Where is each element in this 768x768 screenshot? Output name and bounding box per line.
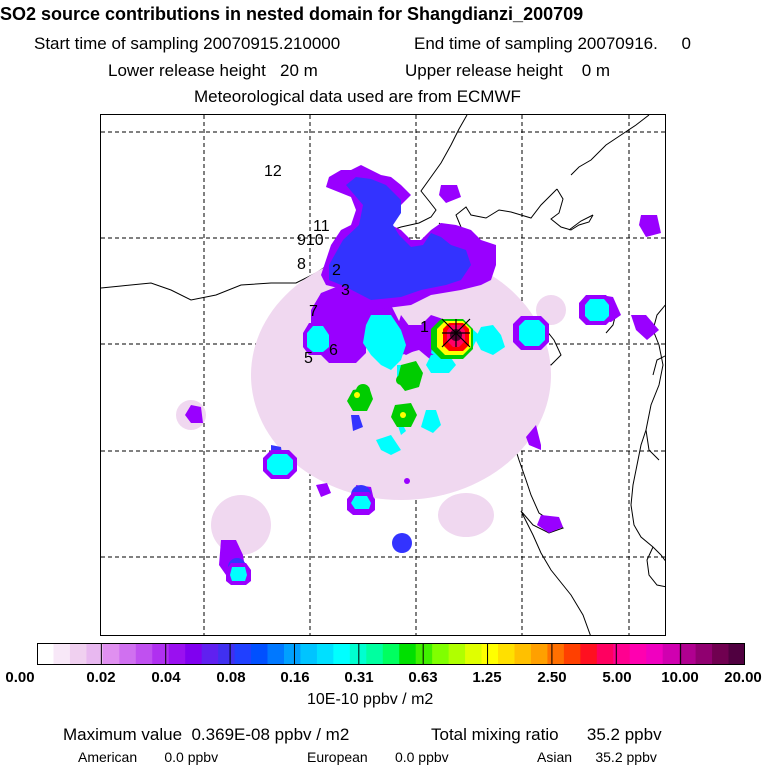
colorbar-segment	[218, 643, 236, 665]
colorbar-segment	[251, 643, 269, 665]
colorbar-segment	[119, 643, 137, 665]
colorbar-tick: 2.50	[537, 669, 567, 686]
colorbar-segment	[432, 643, 450, 665]
colorbar-segment	[283, 643, 302, 665]
colorbar-segment	[613, 643, 631, 665]
colorbar-segment	[234, 643, 252, 665]
colorbar-tick: 0.16	[280, 669, 310, 686]
colorbar-tick: 10.00	[661, 669, 699, 686]
colorbar-segment	[596, 643, 614, 665]
colorbar-segment	[514, 643, 532, 665]
peak-hotspot	[431, 319, 473, 359]
colorbar-segment	[382, 643, 400, 665]
colorbar-segment	[366, 643, 384, 665]
colorbar-segment	[629, 643, 647, 665]
map-panel: 12 11 910 8 2 3 7 1 6 5	[100, 114, 666, 636]
colorbar-segment	[300, 643, 318, 665]
met-data-label: Meteorological data used are from ECMWF	[194, 87, 521, 106]
color-scale-bar	[37, 643, 745, 665]
colorbar-border	[37, 643, 745, 665]
receptor-label-2: 2	[332, 262, 341, 279]
colorbar-segment	[712, 643, 730, 665]
colorbar-segment	[481, 643, 499, 665]
lower-release-label: Lower release height 20 m	[108, 61, 318, 80]
max-value-label: Maximum value 0.369E-08 ppbv / m2	[63, 725, 350, 744]
chart-title: SO2 source contributions in nested domai…	[0, 4, 584, 24]
colorbar-tick: 0.04	[151, 669, 181, 686]
end-sampling-label: End time of sampling 20070916. 0	[414, 34, 691, 53]
colorbar-segment	[679, 643, 697, 665]
receptor-marker	[441, 318, 471, 348]
receptor-label-11: 11	[313, 218, 330, 235]
colorbar-tick: 20.00	[724, 669, 762, 686]
colorbar-segment	[135, 643, 153, 665]
colorbar-segment	[53, 643, 71, 665]
colorbar-tick: 0.02	[86, 669, 116, 686]
receptor-label-3: 3	[341, 282, 350, 299]
colorbar-segment	[37, 643, 55, 665]
colorbar-segment	[465, 643, 483, 665]
colorbar-tick: 0.08	[216, 669, 246, 686]
colorbar-segment	[267, 643, 285, 665]
receptor-label-7: 7	[309, 303, 318, 320]
colorbar-segment	[563, 643, 581, 665]
colorbar-tick: 5.00	[602, 669, 632, 686]
receptor-label-8: 8	[297, 256, 306, 273]
upper-release-label: Upper release height 0 m	[405, 61, 611, 80]
colorbar-segment	[69, 643, 87, 665]
american-contribution: American 0.0 ppbv	[78, 749, 219, 765]
colorbar-segment	[102, 643, 120, 665]
colorbar-segment	[185, 643, 203, 665]
colorbar-segment	[530, 643, 549, 665]
colorbar-tick: 0.63	[408, 669, 438, 686]
colorbar-segment	[86, 643, 104, 665]
asian-contribution: Asian 35.2 ppbv	[537, 749, 657, 765]
colorbar-segment	[152, 643, 170, 665]
colorbar-segment	[168, 643, 186, 665]
colorbar-segment	[399, 643, 417, 665]
colorbar-segment	[662, 643, 680, 665]
colorbar-segment	[728, 643, 745, 665]
receptor-label-5: 5	[304, 350, 313, 367]
colorbar-segment	[448, 643, 466, 665]
colorbar-segment	[695, 643, 713, 665]
receptor-label-6: 6	[329, 342, 338, 359]
colorbar-segment	[547, 643, 565, 665]
colorbar-tick: 0.31	[344, 669, 374, 686]
map-canvas	[101, 115, 665, 635]
colorbar-tick: 1.25	[472, 669, 502, 686]
start-sampling-label: Start time of sampling 20070915.210000	[34, 34, 341, 53]
european-contribution: European 0.0 ppbv	[307, 749, 449, 765]
receptor-label-910: 910	[297, 232, 324, 249]
concentration-field	[176, 165, 661, 585]
colorbar-segment	[333, 643, 351, 665]
colorbar-segment	[201, 643, 219, 665]
receptor-label-1: 1	[420, 319, 429, 336]
colorbar-units: 10E-10 ppbv / m2	[307, 691, 434, 708]
colorbar-segment	[646, 643, 664, 665]
colorbar-segment	[580, 643, 598, 665]
colorbar-segment	[498, 643, 516, 665]
colorbar-tick: 0.00	[5, 669, 35, 686]
colorbar-segment	[316, 643, 334, 665]
receptor-label-12: 12	[264, 163, 282, 180]
total-mixing-label: Total mixing ratio 35.2 ppbv	[431, 725, 662, 744]
colorbar-segment	[415, 643, 433, 665]
